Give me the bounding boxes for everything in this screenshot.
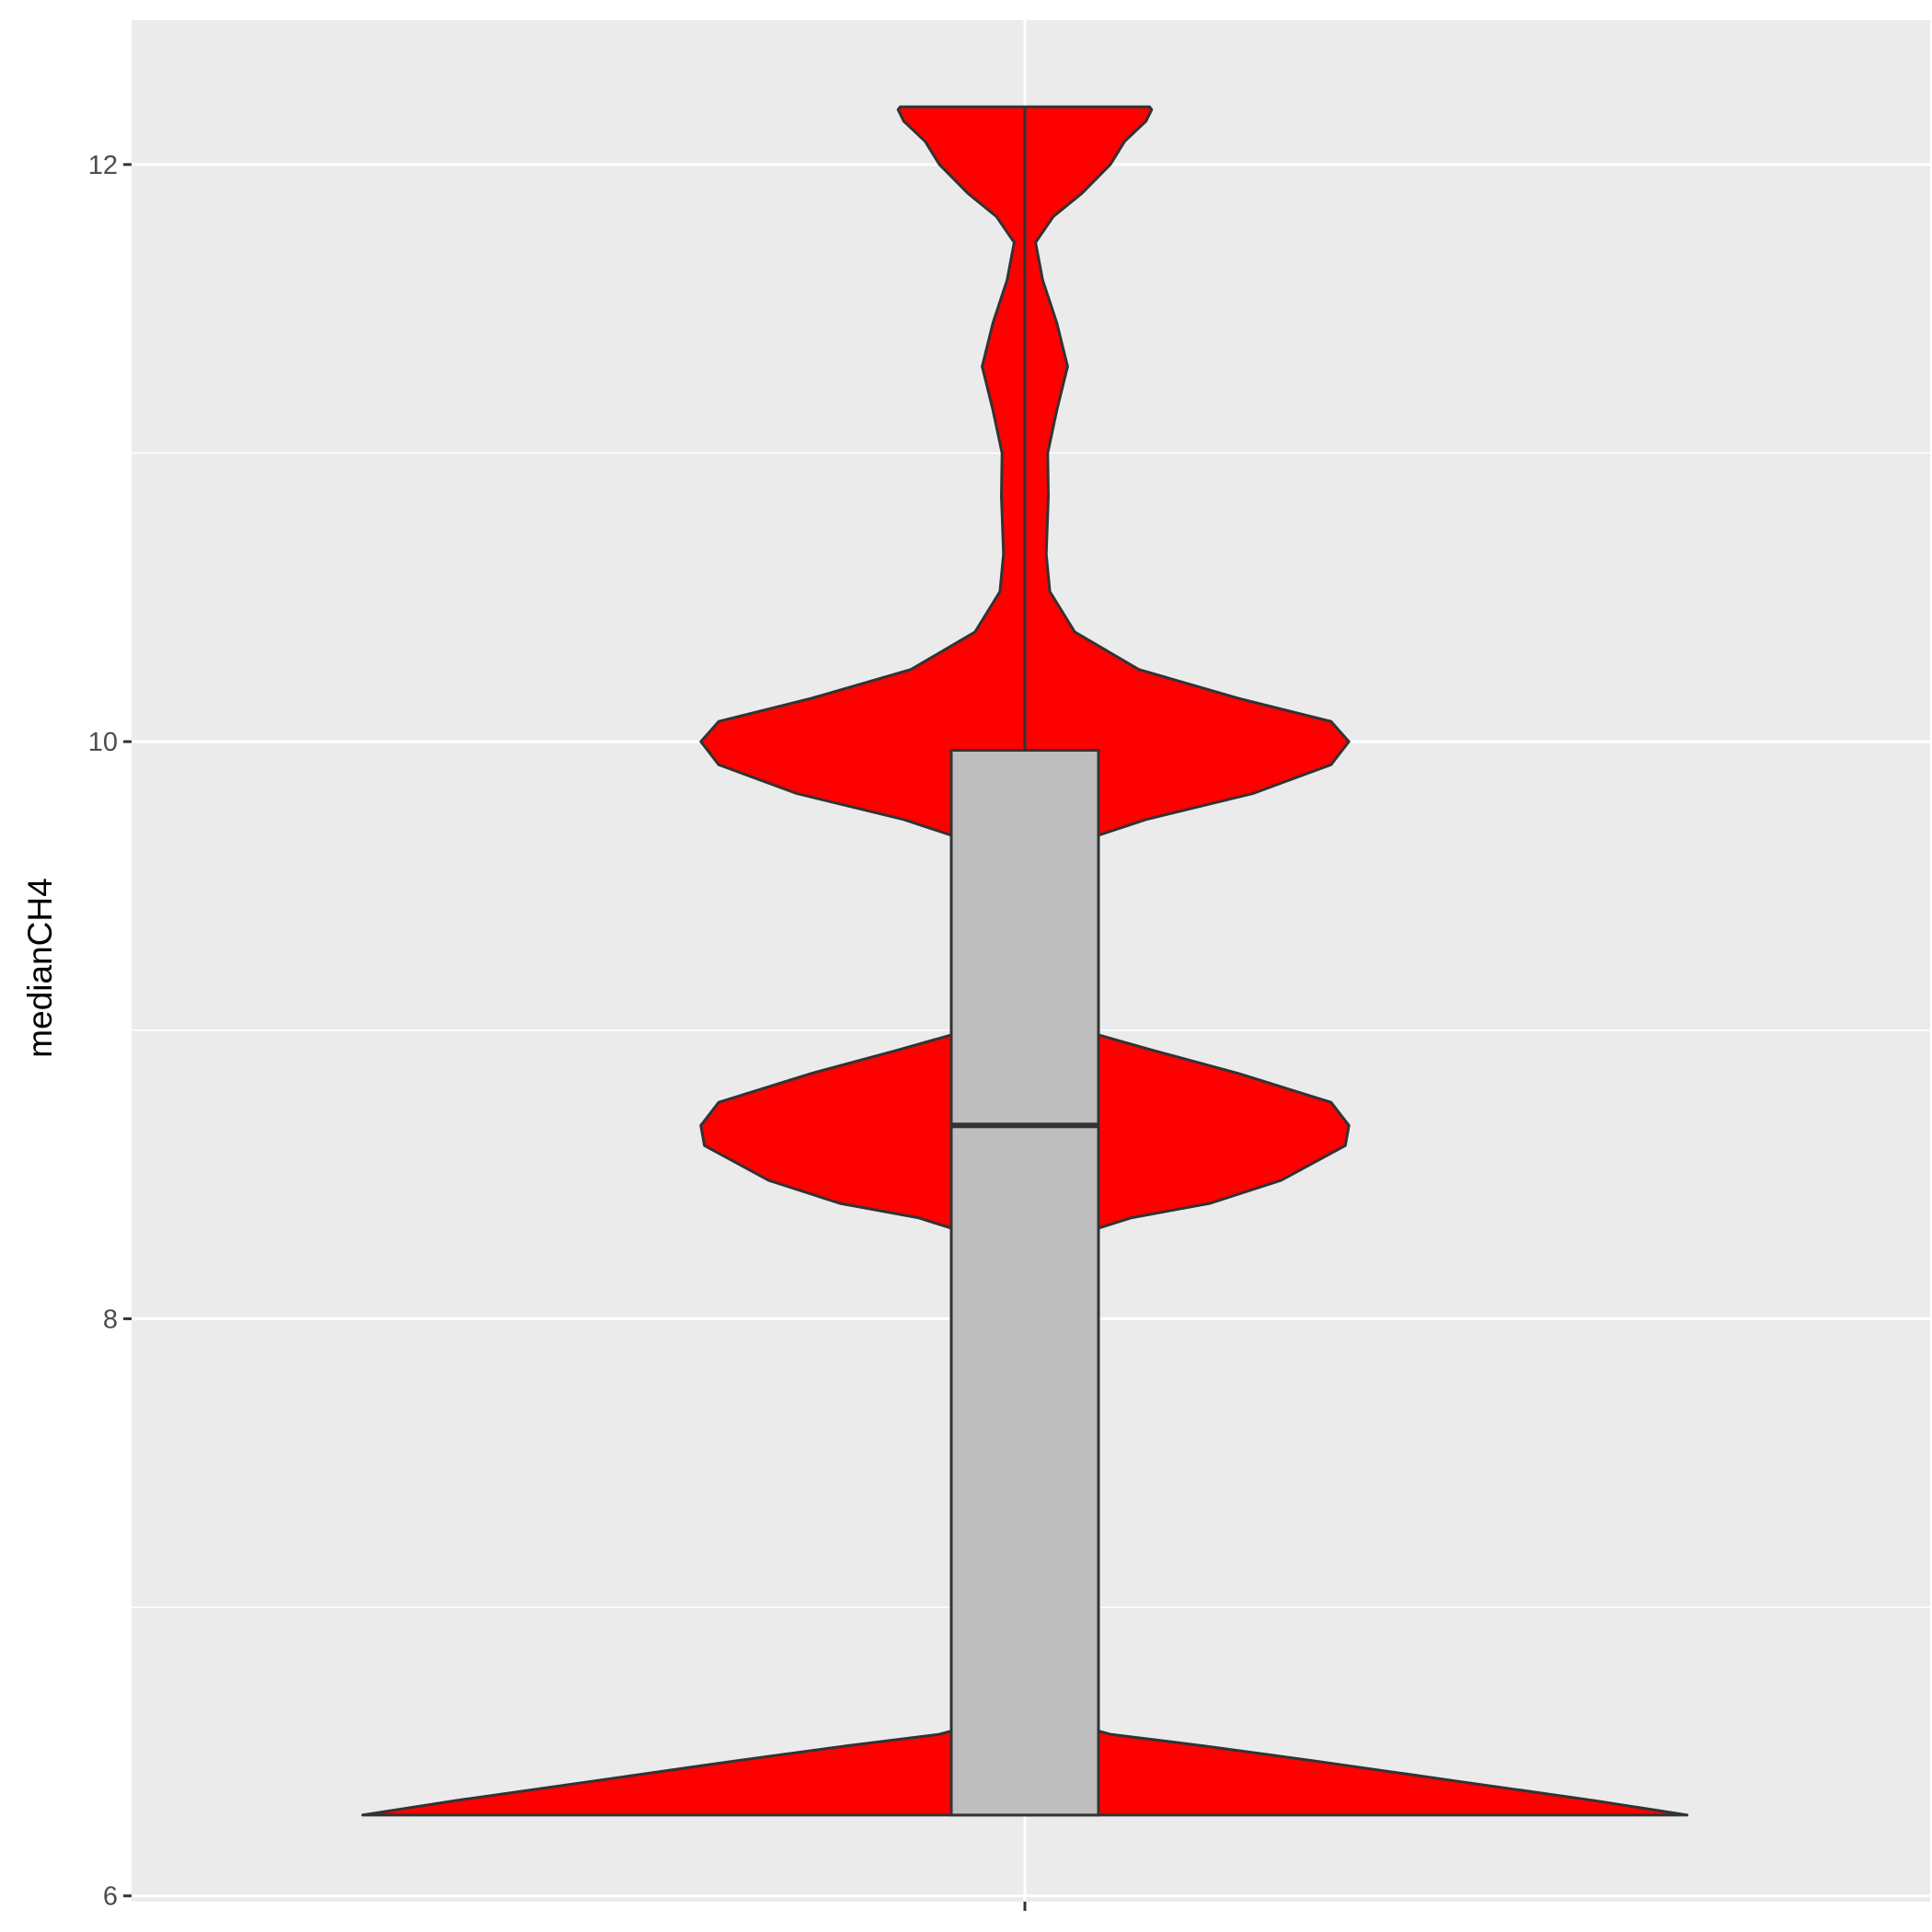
axes: 6 8 10 12	[88, 151, 1027, 1912]
y-tick-label: 6	[103, 1882, 118, 1912]
y-tick-label: 8	[103, 1305, 118, 1334]
y-tick-label: 10	[88, 728, 118, 757]
box-iqr	[949, 749, 1100, 1817]
y-axis-title: medianCH4	[21, 878, 59, 1057]
y-tick-label: 12	[88, 151, 118, 180]
boxplot-layer	[949, 107, 1100, 1817]
